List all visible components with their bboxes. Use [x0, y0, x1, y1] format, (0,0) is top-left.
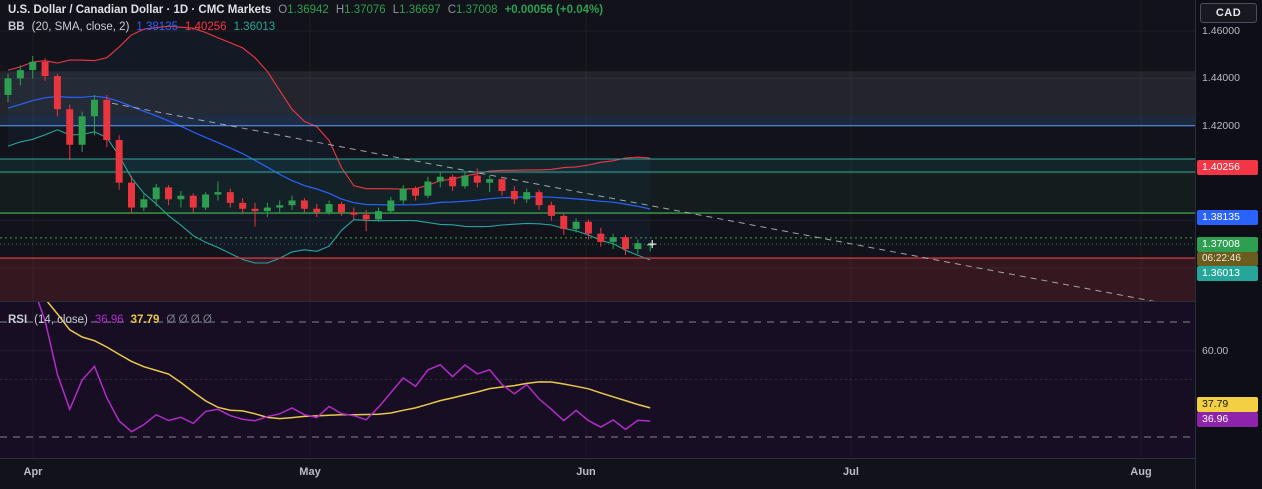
rsi-legend[interactable]: RSI (14, close) 36.96 37.79 Ø Ø Ø Ø	[8, 314, 212, 326]
price-axis-label: 1.44000	[1202, 72, 1240, 85]
pane-divider[interactable]	[0, 301, 1195, 302]
rsi-label: RSI	[8, 314, 28, 326]
rsi-ma-badge: 37.79	[1197, 397, 1258, 413]
bb-upper-value: 1.40256	[185, 21, 227, 33]
bb-label: BB	[8, 21, 25, 33]
axis-corner	[1195, 458, 1262, 489]
bb-params: (20, SMA, close, 2)	[31, 21, 130, 33]
countdown-badge: 06:22:46	[1197, 252, 1258, 267]
last-price-badge: 1.37008	[1197, 236, 1258, 252]
high-value: H 1.37076	[335, 4, 386, 16]
low-value: L 1.36697	[392, 4, 441, 16]
price-axis-label: 1.46000	[1202, 24, 1240, 37]
price-axis[interactable]: CAD 1.46000 1.44000 1.42000 60.00 1.40256 1.3…	[1195, 0, 1262, 458]
rsi-value-badge: 36.96	[1197, 412, 1258, 428]
currency-button[interactable]: CAD	[1200, 3, 1257, 23]
rsi-params: (14, close)	[34, 314, 88, 326]
close-value: C 1.37008	[447, 4, 498, 16]
open-value: O 1.36942	[278, 4, 329, 16]
bb-lower-value: 1.36013	[233, 21, 276, 33]
time-axis-label: Apr	[23, 466, 43, 478]
rsi-axis-label: 60.00	[1202, 344, 1229, 357]
rsi-ma-value: 37.79	[130, 314, 160, 326]
time-axis-label: Jul	[843, 466, 859, 478]
time-axis-label: May	[299, 466, 321, 478]
bb-upper-badge: 1.40256	[1197, 159, 1258, 175]
time-axis[interactable]: Apr May Jun Jul Aug	[0, 458, 1262, 489]
rsi-empty-values: Ø Ø Ø Ø	[166, 314, 212, 326]
rsi-value: 36.96	[94, 314, 124, 326]
symbol-title: U.S. Dollar / Canadian Dollar · 1D · CMC…	[8, 4, 272, 16]
bb-legend[interactable]: BB (20, SMA, close, 2) 1.38135 1.40256 1…	[8, 21, 275, 33]
bb-middle-value: 1.38135	[136, 21, 178, 33]
price-axis-label: 1.42000	[1202, 119, 1240, 132]
bb-lower-badge: 1.36013	[1197, 266, 1258, 282]
price-change: +0.00056 (+0.04%)	[504, 4, 604, 16]
time-axis-label: Jun	[576, 466, 596, 478]
bb-middle-badge: 1.38135	[1197, 209, 1258, 225]
chart-plot-area[interactable]	[0, 0, 1195, 458]
time-axis-label: Aug	[1130, 466, 1152, 478]
symbol-legend[interactable]: U.S. Dollar / Canadian Dollar · 1D · CMC…	[8, 4, 603, 16]
